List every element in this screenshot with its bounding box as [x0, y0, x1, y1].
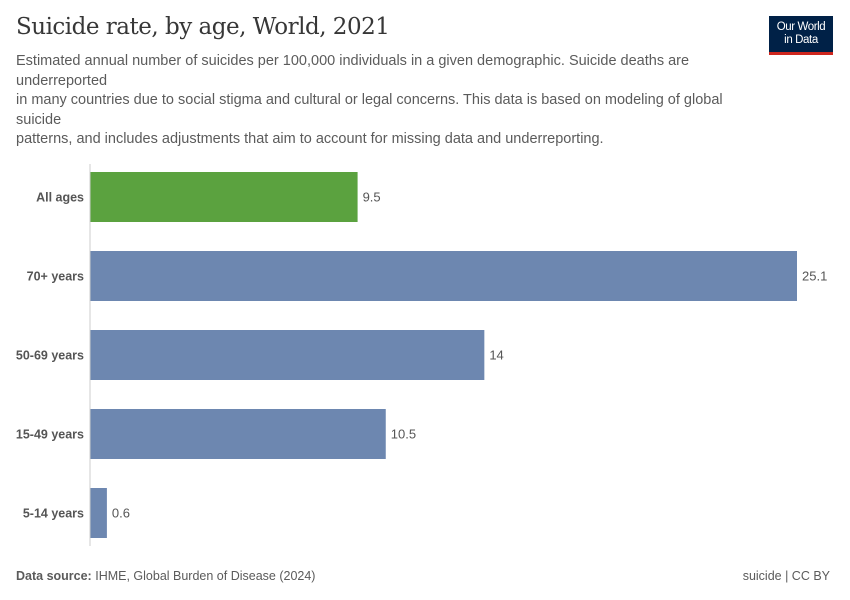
bar[interactable] [90, 409, 386, 459]
license[interactable]: suicide | CC BY [742, 569, 830, 583]
chart-subtitle: Estimated annual number of suicides per … [16, 52, 746, 150]
bar[interactable] [90, 172, 358, 222]
subtitle-line: patterns, and includes adjustments that … [16, 131, 604, 147]
value-label: 25.1 [802, 269, 827, 284]
subtitle-line: Estimated annual number of suicides per … [16, 53, 690, 69]
value-label: 14 [489, 348, 503, 363]
source-text[interactable]: IHME, Global Burden of Disease (2024) [95, 569, 316, 583]
subtitle-line: in many countries due to social stigma a… [16, 92, 723, 108]
logo-line: in Data [784, 34, 818, 46]
category-label: 70+ years [27, 270, 84, 284]
bar[interactable] [90, 330, 485, 380]
value-label: 10.5 [391, 427, 416, 442]
subtitle-line: suicide [16, 111, 62, 128]
data-source: Data source: IHME, Global Burden of Dise… [16, 569, 315, 583]
value-label: 0.6 [112, 506, 130, 521]
chart-title: Suicide rate, by age, World, 2021 [16, 14, 390, 40]
owid-logo[interactable]: Our World in Data [769, 16, 833, 55]
bar[interactable] [90, 488, 107, 538]
category-label: 50-69 years [16, 349, 84, 363]
subtitle-line: underreported [16, 72, 108, 89]
logo-line: Our World [776, 21, 826, 33]
category-label: All ages [36, 191, 84, 205]
category-label: 5-14 years [23, 507, 84, 521]
value-label: 9.5 [363, 190, 381, 205]
bar[interactable] [90, 251, 797, 301]
source-label: Data source: [16, 569, 92, 583]
category-label: 15-49 years [16, 428, 84, 442]
